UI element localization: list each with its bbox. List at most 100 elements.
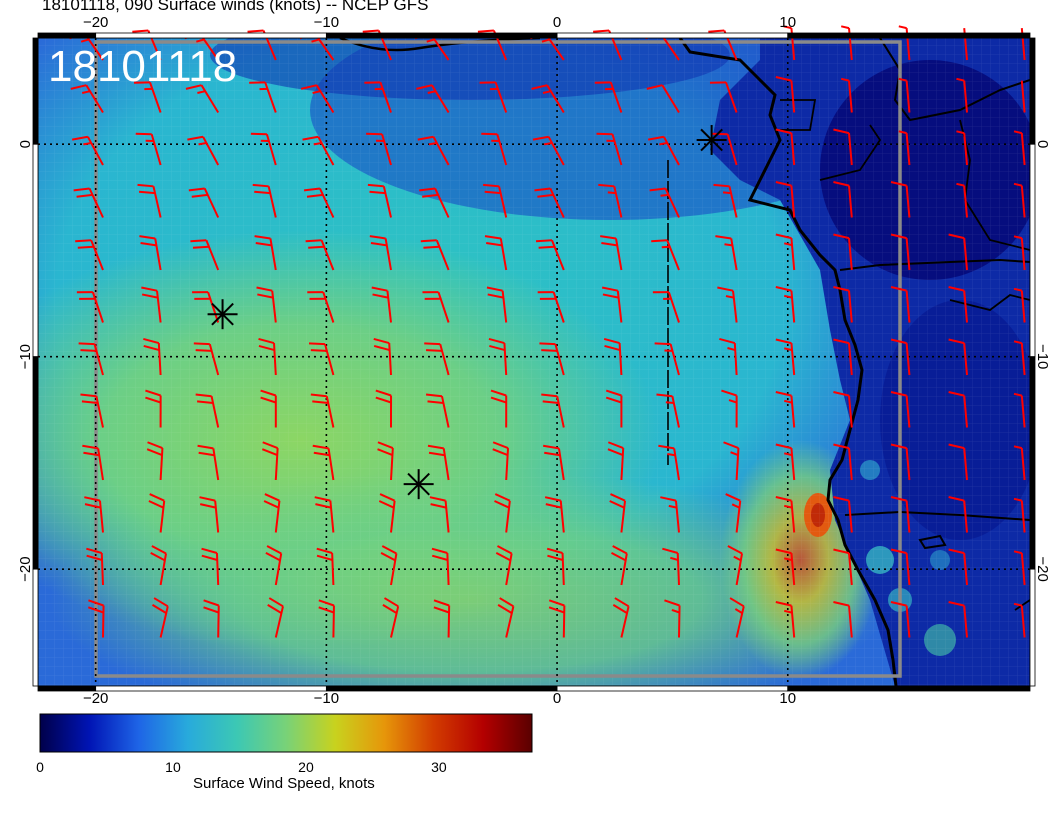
wind-barb-feather (318, 599, 335, 607)
wind-barb-feather (78, 342, 95, 346)
wind-barb (373, 337, 392, 376)
wind-barb-staff (905, 553, 911, 586)
wind-barb-staff (1020, 500, 1026, 533)
wind-barb-feather (201, 547, 218, 554)
wind-barb (713, 183, 738, 218)
wind-barb-feather (310, 393, 327, 398)
wind-barb-staff (159, 606, 169, 638)
date-stamp: 18101118 (48, 42, 237, 91)
wind-barb-staff (274, 553, 283, 586)
wind-barb-staff (730, 238, 738, 271)
wind-barb-feather (370, 242, 387, 247)
wind-barb-staff (505, 553, 513, 586)
wind-barb (78, 342, 104, 376)
wind-barb-feather (266, 545, 282, 555)
wind-barb-feather (487, 293, 504, 299)
wind-barb-feather (833, 286, 850, 292)
bottom-axis-segment (325, 685, 558, 692)
wind-barb-feather (73, 187, 90, 192)
wind-barb-feather (192, 245, 210, 249)
wind-barb-feather (664, 599, 680, 607)
wind-barb-feather (658, 444, 675, 450)
y-tick-label-right: 0 (1034, 140, 1051, 148)
wind-barb-half-feather (607, 191, 616, 195)
x-tick-label-bottom: 0 (553, 690, 561, 707)
wind-barb-half-feather (733, 555, 742, 562)
asterisk-stroke (700, 128, 723, 152)
wind-barb-feather (138, 190, 156, 195)
wind-barb-staff (217, 605, 220, 638)
wind-barb (956, 182, 968, 218)
wind-barb-staff (549, 188, 565, 218)
wind-barb-staff (381, 133, 392, 166)
wind-barb-feather (378, 500, 395, 509)
wind-barb-staff (963, 133, 968, 166)
wind-barb-feather (544, 451, 561, 457)
wind-barb-staff (848, 80, 853, 113)
wind-barb-half-feather (543, 141, 553, 146)
wind-barb (833, 391, 853, 428)
wind-barb-staff (435, 239, 450, 271)
wind-barb (378, 493, 396, 533)
y-tick-label-left: −20 (17, 556, 34, 581)
wind-barb (646, 84, 680, 114)
wind-barb-feather (426, 349, 443, 352)
wind-barb (303, 187, 335, 218)
wind-barb-feather (71, 135, 89, 141)
wind-barb (775, 286, 796, 323)
wind-barb (267, 597, 284, 638)
wind-barb (250, 132, 277, 166)
wind-barb-half-feather (1013, 340, 1023, 345)
wind-barb (537, 291, 565, 323)
wind-barb-staff (963, 343, 968, 376)
wind-barb-staff (331, 552, 335, 586)
wind-barb-feather (723, 441, 739, 449)
wind-barb (600, 235, 623, 271)
wind-barb (252, 183, 277, 218)
wind-barb-feather (197, 400, 214, 405)
wind-barb-feather (199, 496, 216, 502)
wind-barb-feather (367, 183, 384, 188)
wind-barb-feather (316, 547, 333, 554)
wind-barb-feather (203, 599, 220, 607)
wind-barb-staff (963, 290, 968, 323)
wind-barb (193, 342, 220, 376)
wind-barb-feather (197, 444, 214, 450)
wind-barb-feather (833, 391, 850, 397)
wind-barb (148, 493, 166, 533)
wind-speed-field (38, 38, 1030, 686)
wind-barb-staff (200, 84, 220, 114)
wind-barb (603, 337, 623, 376)
wind-barb-staff (274, 447, 279, 481)
wind-barb (775, 601, 796, 638)
wind-barb-feather (775, 548, 792, 555)
wind-barb (775, 391, 796, 428)
asterisk-marker (207, 299, 238, 330)
wind-barb-feather (310, 349, 327, 352)
wind-barb-staff (499, 238, 508, 271)
top-axis-segment (95, 32, 327, 39)
wind-barb-half-feather (840, 25, 850, 30)
wind-barb-half-feather (83, 141, 92, 146)
wind-barb-feather (423, 245, 440, 249)
wind-barb-staff (159, 447, 164, 481)
asterisk-marker (696, 124, 727, 155)
wind-barb-staff (1020, 80, 1026, 113)
wind-barb-feather (147, 441, 163, 449)
wind-barb-feather (262, 441, 278, 449)
wind-barb-half-feather (661, 245, 670, 249)
wind-barb (87, 599, 105, 638)
chart-title: 18101118, 090 Surface winds (knots) -- N… (42, 0, 429, 14)
wind-barb-feather (477, 29, 494, 33)
wind-barb (775, 128, 796, 166)
wind-barb (833, 233, 853, 271)
wind-barb (840, 77, 853, 113)
wind-barb-feather (612, 545, 628, 555)
wind-barb (417, 135, 450, 166)
wind-barb-half-feather (734, 608, 743, 614)
wind-barb-staff (93, 343, 104, 376)
wind-barb-staff (390, 500, 396, 533)
wind-barb-staff (379, 81, 392, 113)
wind-barb (141, 286, 162, 323)
wind-barb-staff (735, 447, 740, 481)
